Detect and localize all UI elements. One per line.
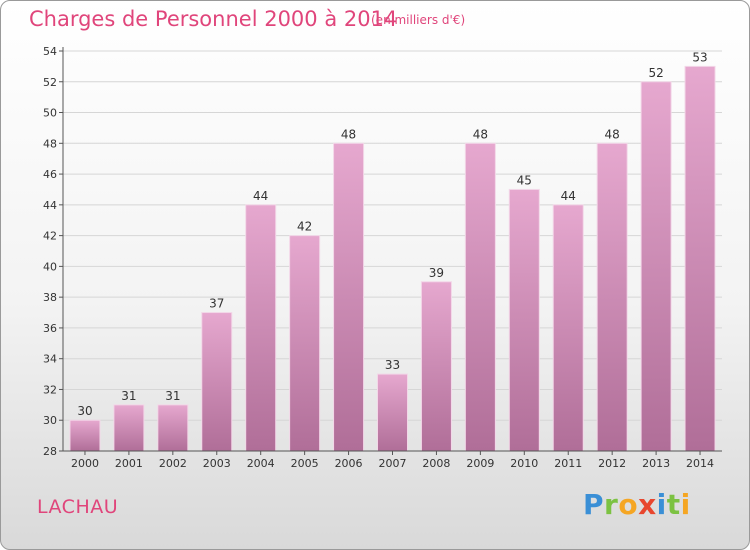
x-tick-label: 2000	[71, 457, 99, 470]
bar-value-label: 44	[561, 189, 576, 203]
proxiti-logo: Proxiti	[583, 488, 691, 521]
bar	[552, 204, 584, 452]
y-tick-label: 40	[43, 260, 57, 273]
bar	[596, 142, 628, 452]
bar	[113, 404, 145, 452]
bar-value-label: 45	[517, 173, 532, 187]
bar	[157, 404, 189, 452]
commune-name: LACHAU	[37, 496, 119, 518]
x-tick-label: 2011	[554, 457, 582, 470]
bar-value-label: 48	[341, 127, 356, 141]
bar	[684, 65, 716, 452]
bar-value-label: 53	[692, 50, 707, 64]
bars	[69, 65, 716, 452]
logo-letter: i	[680, 488, 691, 521]
bar	[289, 235, 321, 452]
bar-value-label: 52	[648, 66, 663, 80]
y-tick-label: 28	[43, 445, 57, 458]
y-tick-label: 30	[43, 414, 57, 427]
chart-unit-note: (en milliers d'€)	[371, 13, 466, 27]
bar	[508, 188, 540, 452]
bar-value-label: 31	[165, 389, 180, 403]
bar-value-label: 42	[297, 220, 312, 234]
bar-value-label: 33	[385, 358, 400, 372]
logo-letter: r	[604, 488, 619, 521]
x-tick-label: 2002	[159, 457, 187, 470]
bar-value-label: 31	[121, 389, 136, 403]
y-tick-label: 46	[43, 168, 57, 181]
logo-letter: P	[583, 488, 605, 521]
bar	[69, 419, 101, 452]
bar-value-label: 39	[429, 266, 444, 280]
y-tick-label: 48	[43, 137, 57, 150]
data-labels: 30 31 31 37 44 42 48 33 39 48 45 44 48 52 53	[77, 50, 707, 418]
chart-title: Charges de Personnel 2000 à 2014	[29, 7, 398, 31]
y-tick-label: 44	[43, 199, 57, 212]
y-tick-label: 32	[43, 383, 57, 396]
x-tick-label: 2001	[115, 457, 143, 470]
logo-letter: i	[656, 488, 667, 521]
x-tick-label: 2006	[335, 457, 363, 470]
x-tick-label: 2009	[466, 457, 494, 470]
bar-value-label: 30	[77, 404, 92, 418]
logo-letter: o	[618, 488, 639, 521]
bar-value-label: 48	[605, 127, 620, 141]
y-tick-label: 42	[43, 230, 57, 243]
x-tick-label: 2005	[291, 457, 319, 470]
bar	[201, 312, 233, 452]
x-tick-label: 2010	[510, 457, 538, 470]
logo-letter: x	[638, 488, 657, 521]
x-tick-label: 2003	[203, 457, 231, 470]
axes: 28 30 32 34 36 38 40 42 44 46 48 50 52 54 2000 2001 2002…	[43, 45, 722, 470]
y-tick-label: 54	[43, 45, 57, 58]
x-tick-label: 2013	[642, 457, 670, 470]
y-tick-label: 50	[43, 107, 57, 120]
bar	[333, 142, 365, 452]
x-tick-label: 2014	[686, 457, 714, 470]
y-tick-label: 34	[43, 353, 57, 366]
x-tick-label: 2004	[247, 457, 275, 470]
y-tick-label: 36	[43, 322, 57, 335]
y-tick-label: 52	[43, 76, 57, 89]
bar-value-label: 48	[473, 127, 488, 141]
logo-letter: t	[666, 488, 681, 521]
bar	[464, 142, 496, 452]
bar	[245, 204, 277, 452]
bar	[420, 281, 452, 452]
bar-value-label: 44	[253, 189, 268, 203]
x-tick-label: 2008	[422, 457, 450, 470]
x-tick-label: 2012	[598, 457, 626, 470]
y-tick-label: 38	[43, 291, 57, 304]
bar	[377, 373, 408, 452]
bar-value-label: 37	[209, 297, 224, 311]
bar	[640, 81, 672, 452]
x-tick-label: 2007	[379, 457, 407, 470]
